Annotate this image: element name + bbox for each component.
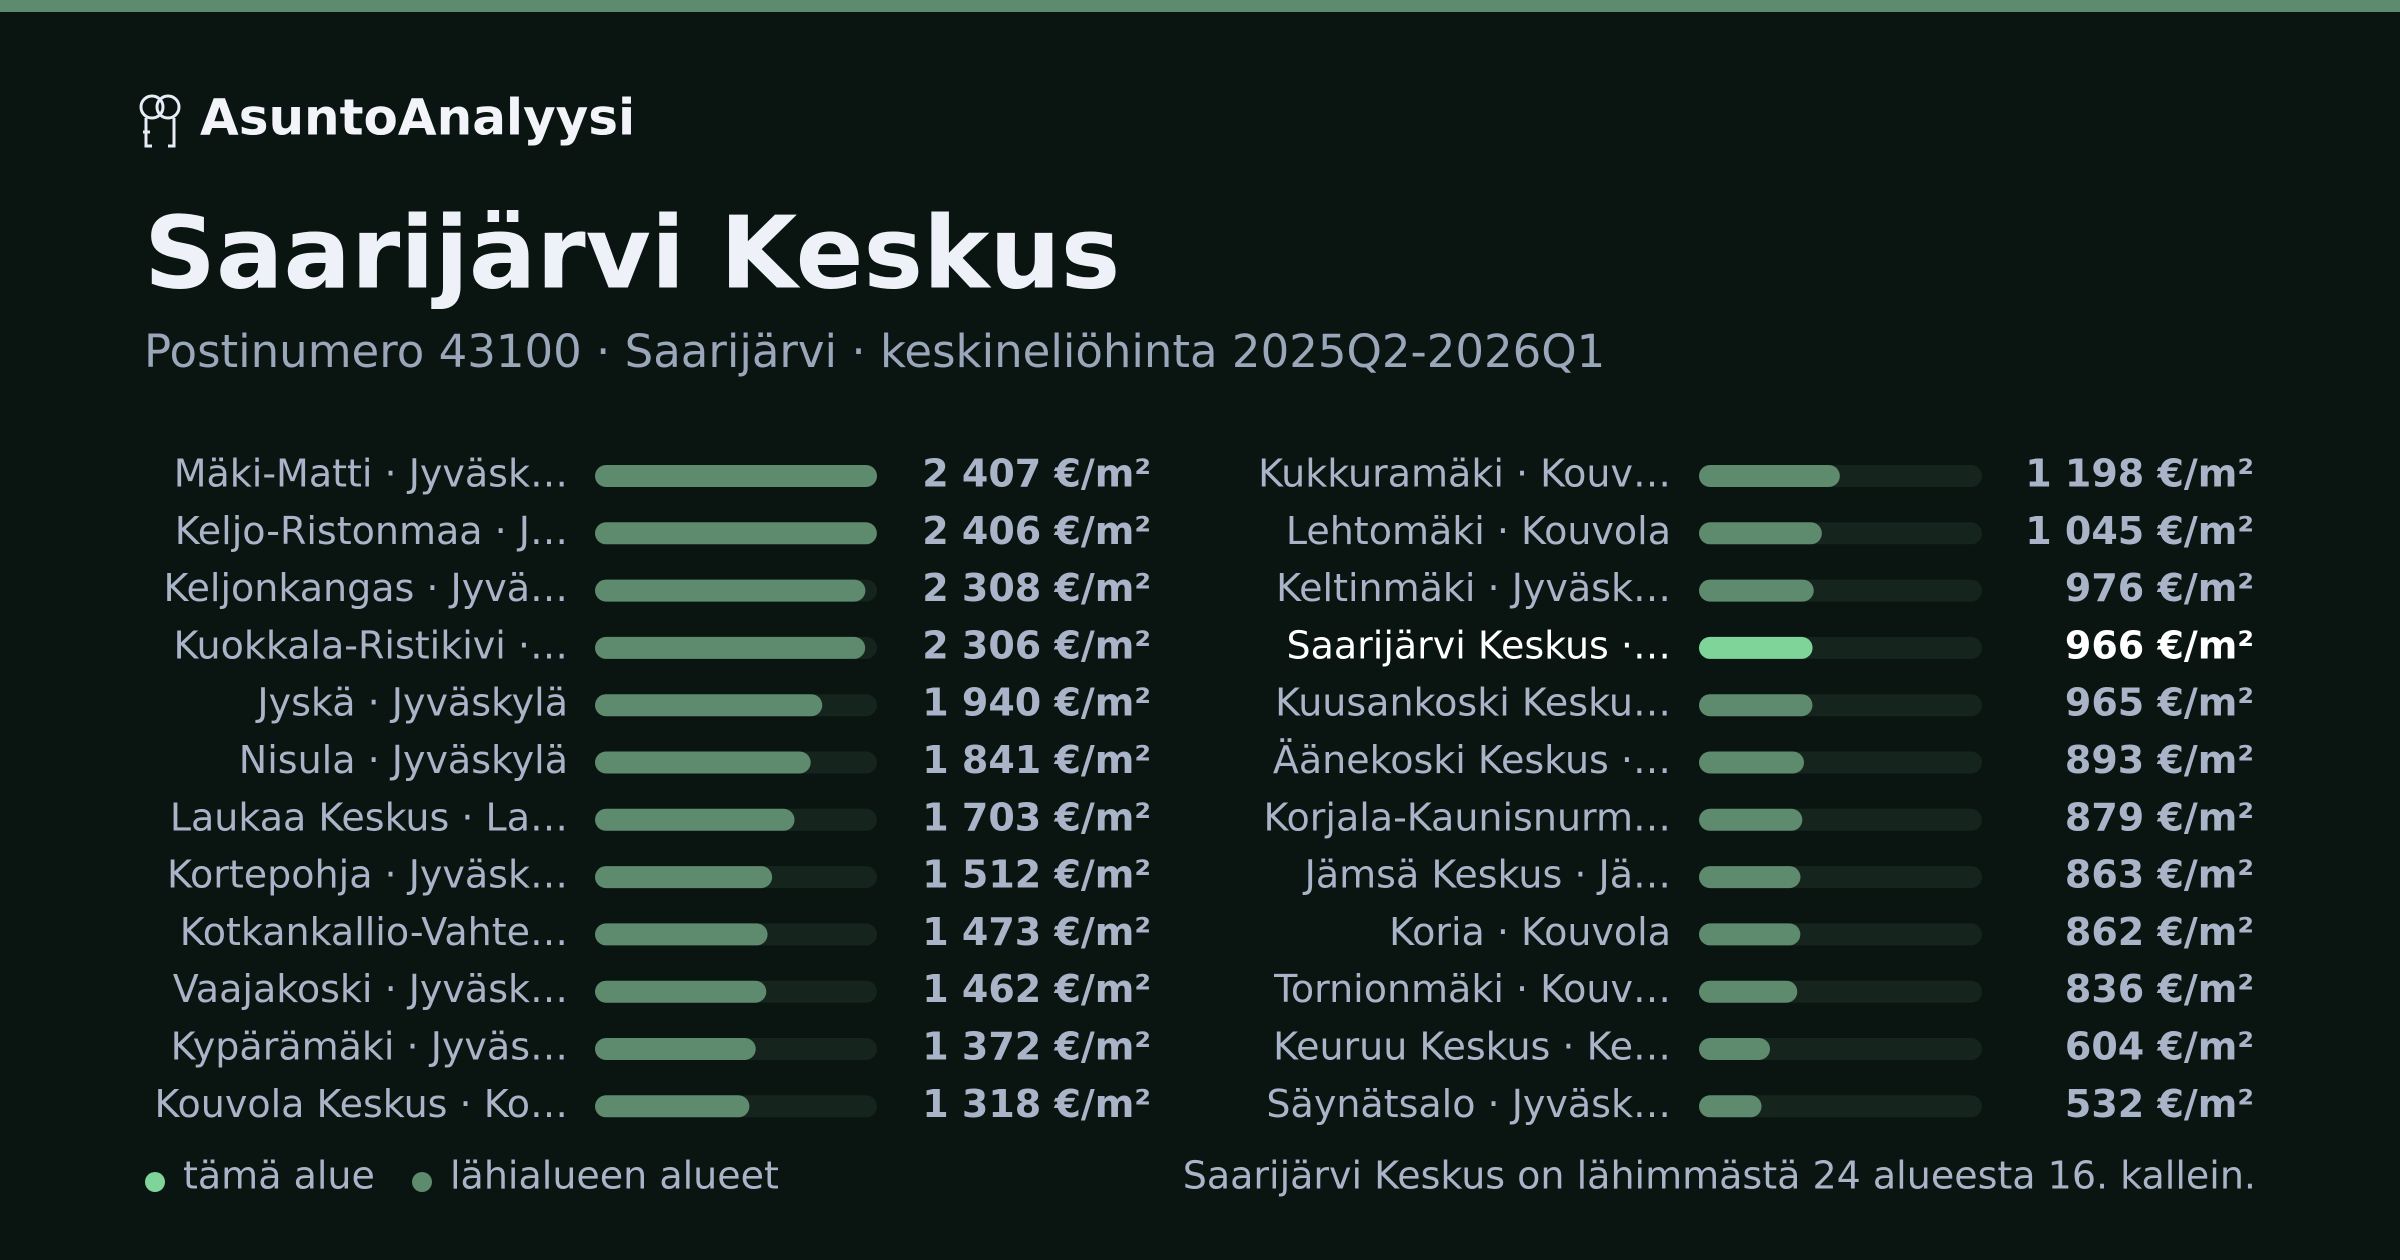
bar bbox=[1699, 980, 1798, 1003]
bar-label: Kortepohja · Jyväsk… bbox=[167, 853, 568, 897]
bar-label: Keuruu Keskus · Ke… bbox=[1273, 1025, 1671, 1069]
bar bbox=[1699, 522, 1822, 545]
value-label: 1 512 €/m² bbox=[922, 853, 1151, 897]
bar bbox=[1699, 923, 1801, 946]
bar-label: Saarijärvi Keskus ·… bbox=[1286, 623, 1671, 667]
bar-track bbox=[1699, 1038, 1982, 1060]
value-label: 863 €/m² bbox=[2065, 853, 2254, 897]
bar bbox=[595, 636, 866, 659]
bar bbox=[595, 751, 811, 774]
bar bbox=[1699, 579, 1814, 602]
bar-label: Kotkankallio-Vahte… bbox=[180, 910, 568, 954]
bar-label: Keltinmäki · Jyväsk… bbox=[1276, 566, 1671, 610]
value-label: 532 €/m² bbox=[2065, 1082, 2254, 1126]
value-label: 976 €/m² bbox=[2065, 566, 2254, 610]
value-label: 1 045 €/m² bbox=[2025, 509, 2254, 553]
bar bbox=[595, 522, 877, 545]
value-label: 1 473 €/m² bbox=[922, 910, 1151, 954]
bar bbox=[1699, 866, 1801, 889]
bar-label: Kypärämäki · Jyväs… bbox=[171, 1025, 568, 1069]
bar-label: Jyskä · Jyväskylä bbox=[255, 681, 568, 725]
key-icon bbox=[139, 94, 181, 148]
value-label: 965 €/m² bbox=[2065, 681, 2254, 725]
bar-label: Laukaa Keskus · La… bbox=[170, 795, 568, 839]
bar-label: Kuusankoski Kesku… bbox=[1275, 681, 1671, 725]
legend: tämä alue lähialueen alueet bbox=[145, 1154, 779, 1198]
bar-label: Kukkuramäki · Kouv… bbox=[1258, 452, 1671, 496]
value-label: 2 306 €/m² bbox=[922, 623, 1151, 667]
bar-label: Kuokkala-Ristikivi ·… bbox=[173, 623, 568, 667]
bar-label: Vaajakoski · Jyväsk… bbox=[173, 967, 568, 1011]
value-label: 1 841 €/m² bbox=[922, 738, 1151, 782]
value-label: 2 308 €/m² bbox=[922, 566, 1151, 610]
note: Saarijärvi Keskus on lähimmästä 24 aluee… bbox=[1183, 1154, 2256, 1198]
bar-label: Kouvola Keskus · Ko… bbox=[155, 1082, 568, 1126]
bar bbox=[1699, 751, 1804, 774]
value-label: 1 318 €/m² bbox=[922, 1082, 1151, 1126]
bar-label: Jämsä Keskus · Jä… bbox=[1303, 853, 1671, 897]
bar-label: Säynätsalo · Jyväsk… bbox=[1266, 1082, 1671, 1126]
bar bbox=[595, 980, 767, 1003]
value-label: 879 €/m² bbox=[2065, 795, 2254, 839]
bar bbox=[595, 808, 795, 831]
legend-label: lähialueen alueet bbox=[450, 1154, 779, 1198]
bar bbox=[1699, 1038, 1771, 1060]
value-label: 1 372 €/m² bbox=[922, 1025, 1151, 1069]
value-label: 836 €/m² bbox=[2065, 967, 2254, 1011]
bar-label: Tornionmäki · Kouv… bbox=[1273, 967, 1671, 1011]
bar-label: Nisula · Jyväskylä bbox=[239, 738, 568, 782]
value-label: 2 407 €/m² bbox=[922, 452, 1151, 496]
bar bbox=[595, 579, 866, 602]
legend-label: tämä alue bbox=[183, 1154, 375, 1198]
bar bbox=[595, 694, 823, 717]
bar bbox=[1699, 636, 1813, 659]
value-label: 862 €/m² bbox=[2065, 910, 2254, 954]
bar bbox=[595, 1095, 750, 1118]
bar-label: Koria · Kouvola bbox=[1389, 910, 1671, 954]
value-label: 966 €/m² bbox=[2065, 623, 2254, 667]
value-label: 2 406 €/m² bbox=[922, 509, 1151, 553]
bar bbox=[1699, 694, 1813, 717]
bar bbox=[1699, 808, 1803, 831]
value-label: 1 198 €/m² bbox=[2025, 452, 2254, 496]
bar-chart: Mäki-Matti · Jyväsk… 2 407 €/m² Keljo-Rist… bbox=[155, 452, 2254, 1126]
value-label: 1 703 €/m² bbox=[922, 795, 1151, 839]
bar bbox=[595, 465, 877, 487]
bar-label: Mäki-Matti · Jyväsk… bbox=[174, 452, 568, 496]
legend-swatch bbox=[412, 1172, 432, 1192]
bar-label: Keljo-Ristonmaa · J… bbox=[175, 509, 568, 553]
value-label: 604 €/m² bbox=[2065, 1025, 2254, 1069]
value-label: 893 €/m² bbox=[2065, 738, 2254, 782]
bar bbox=[595, 923, 768, 946]
bar bbox=[1699, 1095, 1762, 1118]
legend-swatch bbox=[145, 1172, 165, 1192]
bar-label: Korjala-Kaunisnurm… bbox=[1264, 795, 1672, 839]
brand: AsuntoAnalyysi bbox=[200, 89, 635, 147]
bar-label: Lehtomäki · Kouvola bbox=[1286, 509, 1671, 553]
bar bbox=[595, 1038, 756, 1060]
subtitle: Postinumero 43100 · Saarijärvi · keskine… bbox=[144, 325, 1605, 378]
title: Saarijärvi Keskus bbox=[144, 194, 1120, 311]
bar bbox=[595, 866, 773, 889]
top-stripe bbox=[0, 0, 2400, 12]
bar-track bbox=[1699, 1095, 1982, 1118]
bar bbox=[1699, 465, 1840, 487]
bar-label: Keljonkangas · Jyvä… bbox=[164, 566, 568, 610]
value-label: 1 940 €/m² bbox=[922, 681, 1151, 725]
bar-label: Äänekoski Keskus ·… bbox=[1273, 738, 1671, 782]
value-label: 1 462 €/m² bbox=[922, 967, 1151, 1011]
